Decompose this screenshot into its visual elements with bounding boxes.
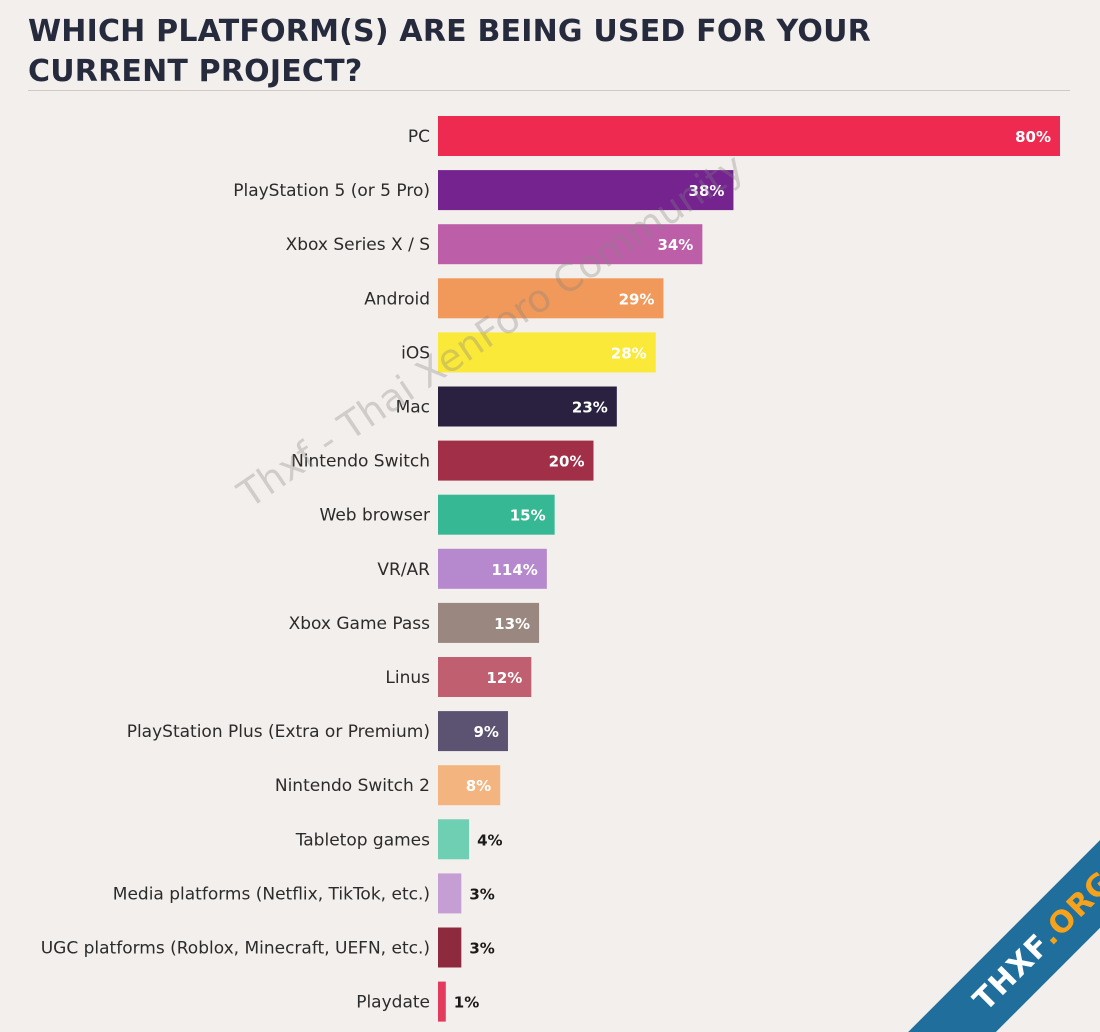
category-label-6: Nintendo Switch — [291, 452, 430, 472]
bar-9 — [438, 602, 540, 643]
value-label-13: 4% — [477, 831, 502, 849]
value-label-15: 3% — [469, 940, 494, 958]
category-label-3: Android — [364, 289, 430, 309]
category-label-14: Media platforms (Netflix, TikTok, etc.) — [113, 884, 430, 904]
category-label-5: Mac — [396, 398, 430, 418]
category-label-16: Playdate — [356, 993, 430, 1013]
category-label-1: PlayStation 5 (or 5 Pro) — [233, 181, 430, 201]
category-label-12: Nintendo Switch 2 — [275, 776, 430, 796]
value-label-12: 8% — [466, 777, 491, 795]
value-label-11: 9% — [474, 723, 499, 741]
bar-10 — [438, 657, 532, 697]
bar-2 — [438, 224, 703, 265]
bar-16 — [438, 981, 446, 1022]
value-label-9: 13% — [494, 615, 530, 633]
bar-7 — [438, 494, 555, 535]
category-label-15: UGC platforms (Roblox, Minecraft, UEFN, … — [41, 939, 430, 959]
category-label-8: VR/AR — [377, 560, 430, 580]
value-label-8: 114% — [492, 561, 538, 579]
value-label-10: 12% — [486, 669, 522, 687]
bar-11 — [438, 711, 508, 752]
bar-13 — [438, 819, 470, 860]
bar-14 — [438, 873, 462, 914]
title-divider — [28, 90, 1070, 91]
category-label-10: Linus — [385, 668, 430, 688]
category-label-11: PlayStation Plus (Extra or Premium) — [127, 722, 430, 742]
value-label-1: 38% — [689, 182, 725, 200]
value-label-0: 80% — [1015, 128, 1051, 146]
category-label-7: Web browser — [320, 506, 430, 526]
value-label-5: 23% — [572, 399, 608, 417]
value-label-4: 28% — [611, 344, 647, 362]
category-label-2: Xbox Series X / S — [286, 235, 430, 255]
value-label-7: 15% — [510, 507, 546, 525]
value-label-6: 20% — [549, 453, 585, 471]
category-label-13: Tabletop games — [295, 830, 430, 850]
value-label-2: 34% — [657, 236, 693, 254]
chart-title: WHICH PLATFORM(S) ARE BEING USED FOR YOU… — [28, 14, 871, 89]
bar-0 — [438, 116, 1060, 156]
category-label-9: Xbox Game Pass — [289, 614, 431, 634]
category-label-0: PC — [408, 127, 430, 147]
bar-4 — [438, 332, 656, 373]
value-label-3: 29% — [619, 290, 655, 308]
bar-5 — [438, 386, 617, 427]
bar-15 — [438, 927, 462, 968]
value-label-14: 3% — [469, 885, 494, 903]
bar-1 — [438, 170, 734, 211]
category-label-4: iOS — [401, 343, 430, 363]
bar-6 — [438, 440, 594, 481]
bar-12 — [438, 765, 501, 806]
bar-8 — [438, 548, 547, 589]
bar-3 — [438, 278, 664, 319]
value-label-16: 1% — [454, 994, 479, 1012]
